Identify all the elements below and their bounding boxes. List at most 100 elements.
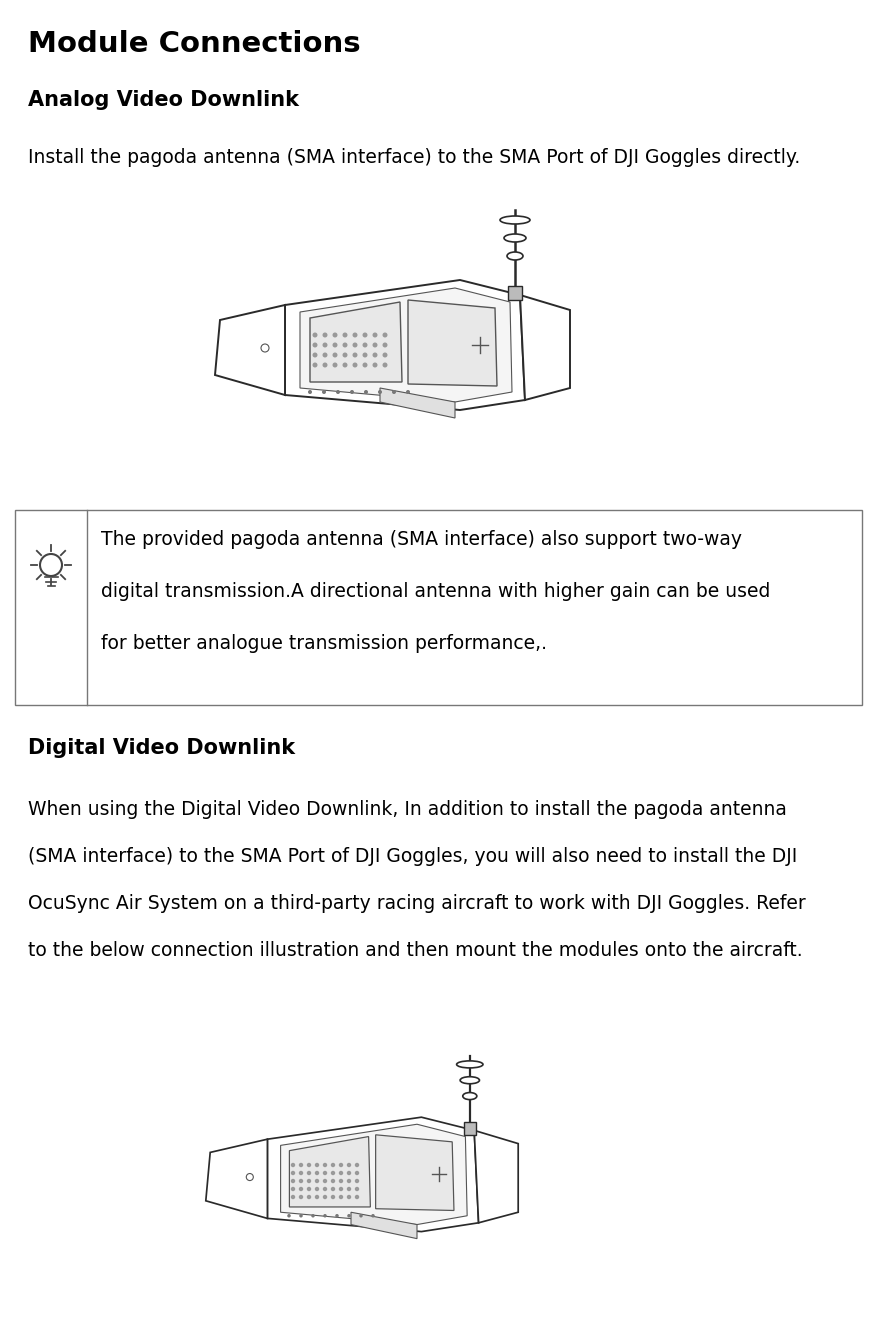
Circle shape <box>355 1171 359 1175</box>
Circle shape <box>313 332 317 338</box>
Circle shape <box>307 1171 311 1175</box>
Circle shape <box>307 1187 311 1191</box>
Circle shape <box>347 1187 351 1191</box>
Circle shape <box>347 1163 351 1167</box>
Circle shape <box>322 1187 328 1191</box>
Polygon shape <box>520 295 570 400</box>
Circle shape <box>359 1213 363 1217</box>
Circle shape <box>322 1163 328 1167</box>
Circle shape <box>339 1195 343 1199</box>
Circle shape <box>322 1171 328 1175</box>
Circle shape <box>355 1179 359 1183</box>
Polygon shape <box>376 1134 454 1211</box>
Circle shape <box>343 352 348 357</box>
Circle shape <box>291 1171 295 1175</box>
Circle shape <box>322 1195 328 1199</box>
Circle shape <box>336 390 340 394</box>
Circle shape <box>343 363 348 368</box>
Circle shape <box>331 1179 336 1183</box>
Circle shape <box>300 1213 303 1217</box>
Circle shape <box>261 344 269 352</box>
Circle shape <box>322 363 328 368</box>
Circle shape <box>352 352 357 357</box>
Circle shape <box>40 554 62 576</box>
Circle shape <box>406 390 410 394</box>
Polygon shape <box>474 1130 519 1223</box>
Text: The provided pagoda antenna (SMA interface) also support two-way: The provided pagoda antenna (SMA interfa… <box>101 530 742 549</box>
Polygon shape <box>215 305 285 394</box>
Text: Install the pagoda antenna (SMA interface) to the SMA Port of DJI Goggles direct: Install the pagoda antenna (SMA interfac… <box>28 148 801 168</box>
Circle shape <box>314 1195 319 1199</box>
Circle shape <box>299 1163 303 1167</box>
Circle shape <box>347 1179 351 1183</box>
Circle shape <box>331 1163 336 1167</box>
Circle shape <box>291 1179 295 1183</box>
Circle shape <box>383 332 387 338</box>
Circle shape <box>314 1163 319 1167</box>
Circle shape <box>339 1179 343 1183</box>
Circle shape <box>392 390 396 394</box>
Circle shape <box>291 1163 295 1167</box>
Circle shape <box>363 343 368 347</box>
Circle shape <box>355 1187 359 1191</box>
Circle shape <box>333 343 337 347</box>
Polygon shape <box>310 302 402 383</box>
Circle shape <box>333 352 337 357</box>
Text: Analog Video Downlink: Analog Video Downlink <box>28 90 299 109</box>
Text: for better analogue transmission performance,.: for better analogue transmission perform… <box>101 634 547 653</box>
Polygon shape <box>267 1117 478 1232</box>
Circle shape <box>313 352 317 357</box>
Circle shape <box>291 1195 295 1199</box>
Circle shape <box>378 390 382 394</box>
Circle shape <box>313 363 317 368</box>
Circle shape <box>355 1195 359 1199</box>
Circle shape <box>322 332 328 338</box>
Circle shape <box>314 1187 319 1191</box>
Circle shape <box>308 390 312 394</box>
Circle shape <box>347 1195 351 1199</box>
Bar <box>15 510 862 704</box>
Circle shape <box>363 332 368 338</box>
Circle shape <box>307 1163 311 1167</box>
Text: When using the Digital Video Downlink, In addition to install the pagoda antenna: When using the Digital Video Downlink, I… <box>28 801 787 819</box>
Circle shape <box>350 390 354 394</box>
Circle shape <box>372 352 378 357</box>
Circle shape <box>299 1171 303 1175</box>
Text: Module Connections: Module Connections <box>28 30 361 58</box>
Text: digital transmission.A directional antenna with higher gain can be used: digital transmission.A directional anten… <box>101 582 770 601</box>
Circle shape <box>343 332 348 338</box>
Circle shape <box>323 1213 327 1217</box>
Circle shape <box>347 1171 351 1175</box>
Circle shape <box>383 343 387 347</box>
Circle shape <box>311 1213 314 1217</box>
Circle shape <box>372 343 378 347</box>
Polygon shape <box>300 288 512 402</box>
Circle shape <box>372 363 378 368</box>
Circle shape <box>363 363 368 368</box>
Circle shape <box>339 1171 343 1175</box>
Polygon shape <box>285 280 525 410</box>
Circle shape <box>363 352 368 357</box>
Circle shape <box>347 1213 350 1217</box>
Circle shape <box>383 363 387 368</box>
Bar <box>463 1122 476 1134</box>
Polygon shape <box>380 388 455 418</box>
Circle shape <box>299 1187 303 1191</box>
Polygon shape <box>280 1124 467 1224</box>
Ellipse shape <box>507 252 523 260</box>
Circle shape <box>299 1195 303 1199</box>
Circle shape <box>331 1187 336 1191</box>
Circle shape <box>307 1195 311 1199</box>
Polygon shape <box>351 1212 417 1239</box>
Text: OcuSync Air System on a third-party racing aircraft to work with DJI Goggles. Re: OcuSync Air System on a third-party raci… <box>28 894 806 913</box>
Text: to the below connection illustration and then mount the modules onto the aircraf: to the below connection illustration and… <box>28 940 802 960</box>
Circle shape <box>336 1213 339 1217</box>
Circle shape <box>322 352 328 357</box>
Circle shape <box>322 1179 328 1183</box>
Polygon shape <box>206 1140 267 1219</box>
Circle shape <box>372 332 378 338</box>
Circle shape <box>331 1171 336 1175</box>
Polygon shape <box>289 1137 371 1207</box>
Circle shape <box>322 343 328 347</box>
Text: Digital Video Downlink: Digital Video Downlink <box>28 739 295 758</box>
